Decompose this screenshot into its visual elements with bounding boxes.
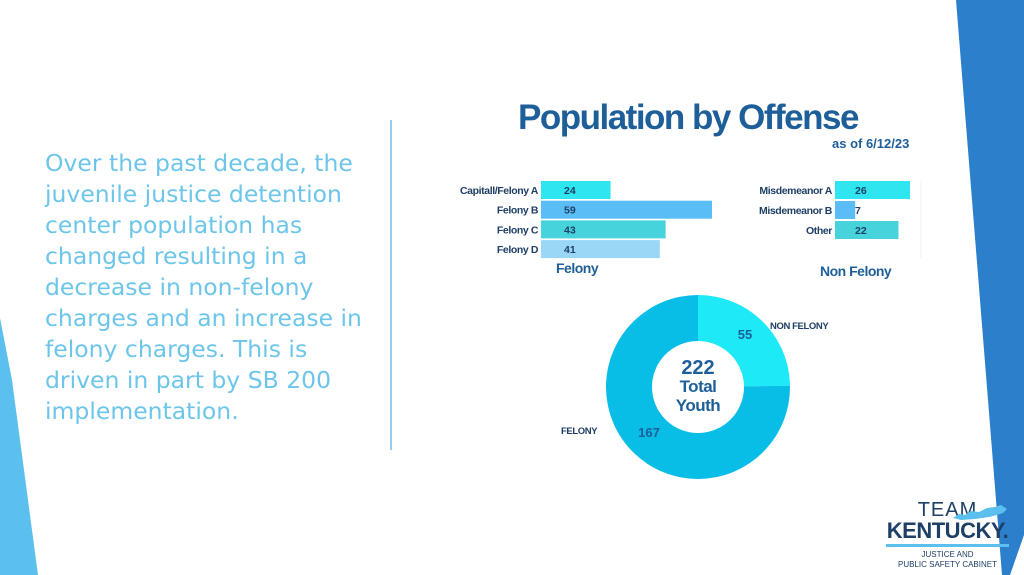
intro-paragraph: Over the past decade, the juvenile justi… (45, 149, 362, 425)
nonfelony-category-label: Misdemeanor B (759, 205, 833, 217)
donut-value-label: 55 (738, 327, 752, 342)
felony-value-label: 43 (564, 224, 576, 236)
felony-category-label: Felony C (497, 224, 539, 236)
donut-center-label: Total (680, 377, 717, 396)
donut-center-value: 222 (681, 357, 714, 379)
left-edge-shape (0, 318, 38, 575)
logo-line-kentucky: KENTUCKY. (886, 518, 1009, 543)
nonfelony-bar (835, 221, 899, 239)
chart-subtitle: as of 6/12/23 (832, 136, 910, 151)
logo-divider (886, 544, 1009, 547)
nonfelony-category-label: Misdemeanor A (759, 185, 832, 197)
donut-value-label: 167 (638, 425, 660, 440)
donut-slice (606, 295, 790, 479)
nonfelony-value-label: 7 (855, 205, 861, 217)
chart-title: Population by Offense (518, 98, 859, 137)
felony-category-label: Capitall/Felony A (460, 185, 539, 197)
felony-category-label: Felony B (497, 205, 539, 217)
felony-value-label: 24 (564, 185, 576, 197)
felony-bar (541, 220, 666, 239)
donut-slice (698, 295, 790, 387)
nonfelony-bar (835, 181, 910, 199)
felony-bar (541, 200, 712, 219)
felony-bar (541, 240, 660, 259)
right-edge-shape (956, 0, 1024, 575)
nonfelony-bar (835, 201, 856, 219)
logo-line-cabinet: PUBLIC SAFETY CABINET (898, 560, 997, 569)
nonfelony-value-label: 22 (855, 225, 867, 237)
felony-value-label: 59 (564, 205, 576, 217)
felony-value-label: 41 (564, 244, 576, 256)
donut-category-label: FELONY (561, 426, 598, 437)
donut-category-label: NON FELONY (770, 321, 829, 332)
nonfelony-category-label: Other (806, 225, 832, 237)
felony-chart-title: Felony (556, 260, 599, 276)
kentucky-state-icon (953, 505, 1007, 520)
felony-bar (541, 181, 611, 199)
nonfelony-chart-title: Non Felony (820, 263, 892, 279)
nonfelony-value-label: 26 (855, 185, 867, 197)
vertical-divider (390, 120, 392, 450)
donut-center-label: Youth (676, 396, 721, 415)
logo-line-justice: JUSTICE AND (921, 550, 974, 559)
felony-category-label: Felony D (497, 244, 539, 256)
